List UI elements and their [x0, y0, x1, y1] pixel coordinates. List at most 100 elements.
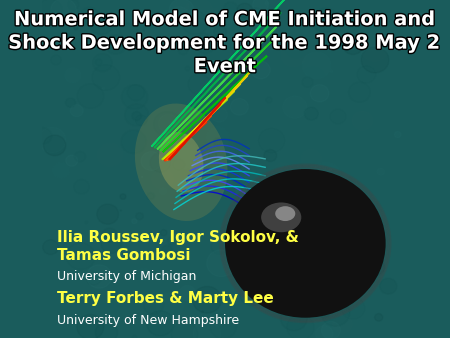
Circle shape: [87, 307, 112, 330]
Circle shape: [315, 326, 333, 338]
Circle shape: [211, 107, 227, 122]
Circle shape: [304, 107, 318, 120]
Circle shape: [75, 151, 86, 162]
Circle shape: [140, 15, 144, 19]
Circle shape: [90, 13, 113, 35]
Circle shape: [150, 153, 171, 172]
Circle shape: [330, 70, 333, 72]
Text: Numerical Model of CME Initiation and
Shock Development for the 1998 May 2
Event: Numerical Model of CME Initiation and Sh…: [8, 10, 442, 76]
Circle shape: [393, 238, 402, 246]
Circle shape: [290, 188, 297, 194]
Circle shape: [122, 85, 148, 109]
Circle shape: [147, 311, 174, 336]
Circle shape: [226, 257, 253, 282]
Circle shape: [343, 40, 355, 50]
Circle shape: [236, 39, 238, 41]
Circle shape: [148, 130, 168, 148]
Circle shape: [270, 231, 297, 256]
Circle shape: [97, 143, 123, 167]
Circle shape: [79, 43, 108, 69]
Circle shape: [193, 286, 221, 313]
Circle shape: [168, 240, 189, 260]
Circle shape: [395, 131, 401, 138]
Circle shape: [380, 278, 397, 294]
Circle shape: [120, 194, 126, 199]
Circle shape: [84, 61, 102, 78]
Circle shape: [160, 230, 167, 236]
Circle shape: [272, 198, 292, 217]
Circle shape: [347, 319, 373, 338]
Circle shape: [225, 322, 230, 326]
Circle shape: [66, 155, 78, 166]
Circle shape: [214, 138, 221, 145]
Circle shape: [321, 299, 350, 326]
Circle shape: [77, 315, 104, 338]
Circle shape: [361, 47, 389, 73]
Circle shape: [169, 313, 197, 338]
Circle shape: [211, 217, 221, 226]
Circle shape: [35, 8, 54, 25]
Circle shape: [217, 158, 241, 179]
Circle shape: [158, 49, 162, 53]
Circle shape: [243, 180, 264, 199]
Circle shape: [102, 228, 117, 242]
Circle shape: [124, 0, 152, 14]
Circle shape: [125, 104, 148, 126]
Circle shape: [212, 8, 218, 13]
Circle shape: [342, 35, 363, 54]
Circle shape: [101, 234, 122, 253]
Circle shape: [126, 38, 139, 50]
Circle shape: [65, 68, 81, 83]
Circle shape: [86, 272, 101, 285]
Circle shape: [208, 151, 216, 159]
Circle shape: [202, 155, 214, 167]
Circle shape: [38, 127, 66, 153]
Circle shape: [308, 271, 311, 274]
Circle shape: [197, 38, 214, 53]
Circle shape: [349, 82, 370, 102]
Circle shape: [262, 193, 270, 199]
Circle shape: [95, 322, 117, 338]
Circle shape: [196, 183, 200, 188]
Circle shape: [96, 209, 122, 233]
Circle shape: [74, 26, 78, 30]
Circle shape: [334, 211, 357, 232]
Circle shape: [358, 321, 374, 337]
Circle shape: [230, 98, 248, 115]
Circle shape: [158, 13, 182, 35]
Circle shape: [265, 1, 269, 5]
Circle shape: [243, 59, 259, 74]
Circle shape: [159, 188, 167, 195]
Circle shape: [193, 261, 197, 265]
Circle shape: [147, 193, 154, 199]
Circle shape: [312, 8, 338, 32]
Circle shape: [316, 292, 338, 312]
Circle shape: [97, 204, 119, 224]
Circle shape: [134, 29, 155, 49]
Circle shape: [296, 111, 322, 135]
Circle shape: [249, 0, 266, 8]
Circle shape: [303, 269, 320, 284]
Circle shape: [381, 9, 398, 24]
Circle shape: [193, 321, 220, 338]
Circle shape: [70, 105, 83, 117]
Circle shape: [132, 219, 137, 224]
Circle shape: [392, 247, 412, 265]
Circle shape: [136, 213, 144, 220]
Circle shape: [120, 210, 122, 211]
Circle shape: [202, 311, 203, 312]
Circle shape: [223, 19, 232, 27]
Circle shape: [169, 0, 194, 22]
Circle shape: [352, 111, 373, 130]
Circle shape: [277, 251, 305, 277]
Circle shape: [281, 43, 306, 67]
Circle shape: [319, 270, 328, 279]
Circle shape: [266, 218, 272, 223]
Circle shape: [230, 36, 252, 56]
Circle shape: [141, 176, 143, 177]
Circle shape: [303, 258, 326, 279]
Circle shape: [304, 72, 318, 85]
Circle shape: [383, 248, 394, 258]
Ellipse shape: [275, 206, 295, 221]
Circle shape: [62, 137, 72, 146]
